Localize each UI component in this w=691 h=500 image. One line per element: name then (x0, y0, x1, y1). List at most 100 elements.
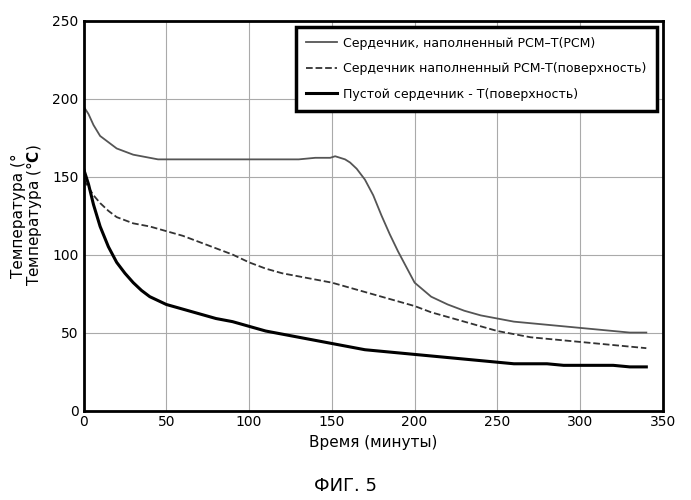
Пустой сердечник - Т(поверхность) (294, 334, 303, 340)
Сердечник, наполненный РСМ–Т(РСМ) (336, 155, 344, 161)
Сердечник, наполненный РСМ–Т(РСМ) (316, 155, 324, 161)
Пустой сердечник - Т(поверхность) (361, 346, 369, 352)
X-axis label: Время (минуты): Время (минуты) (309, 435, 437, 450)
Пустой сердечник - Т(поверхность) (377, 348, 386, 354)
Пустой сердечник - Т(поверхность) (328, 340, 336, 346)
Пустой сердечник - Т(поверхность) (527, 361, 535, 367)
Сердечник, наполненный РСМ–Т(РСМ) (229, 156, 237, 162)
Сердечник, наполненный РСМ–Т(РСМ) (129, 152, 138, 158)
Сердечник наполненный РСМ-Т(поверхность) (344, 284, 352, 290)
Сердечник, наполненный РСМ–Т(РСМ) (427, 294, 435, 300)
Сердечник, наполненный РСМ–Т(РСМ) (261, 156, 269, 162)
Сердечник наполненный РСМ-Т(поверхность) (560, 338, 568, 344)
Сердечник, наполненный РСМ–Т(РСМ) (410, 280, 419, 285)
Сердечник наполненный РСМ-Т(поверхность) (96, 200, 104, 206)
Сердечник, наполненный РСМ–Т(РСМ) (642, 330, 650, 336)
Пустой сердечник - Т(поверхность) (261, 328, 269, 334)
Сердечник, наполненный РСМ–Т(РСМ) (245, 156, 253, 162)
Пустой сердечник - Т(поверхность) (84, 182, 93, 188)
Сердечник, наполненный РСМ–Т(РСМ) (543, 322, 551, 328)
Legend: Сердечник, наполненный РСМ–Т(РСМ), Сердечник наполненный РСМ-Т(поверхность), Пус: Сердечник, наполненный РСМ–Т(РСМ), Серде… (296, 26, 656, 111)
Сердечник, наполненный РСМ–Т(РСМ) (121, 148, 129, 154)
Сердечник, наполненный РСМ–Т(РСМ) (341, 156, 349, 162)
Line: Сердечник, наполненный РСМ–Т(РСМ): Сердечник, наполненный РСМ–Т(РСМ) (84, 106, 646, 332)
Сердечник наполненный РСМ-Т(поверхность) (311, 276, 319, 282)
Сердечник наполненный РСМ-Т(поверхность) (162, 228, 171, 234)
Сердечник наполненный РСМ-Т(поверхность) (104, 208, 113, 214)
Пустой сердечник - Т(поверхность) (146, 294, 154, 300)
Сердечник наполненный РСМ-Т(поверхность) (477, 324, 485, 330)
Сердечник, наполненный РСМ–Т(РСМ) (386, 232, 394, 237)
Сердечник наполненный РСМ-Т(поверхность) (609, 342, 617, 348)
Сердечник наполненный РСМ-Т(поверхность) (121, 217, 129, 223)
Сердечник наполненный РСМ-Т(поверхность) (410, 303, 419, 309)
Сердечник, наполненный РСМ–Т(РСМ) (212, 156, 220, 162)
Сердечник наполненный РСМ-Т(поверхность) (642, 345, 650, 351)
Пустой сердечник - Т(поверхность) (493, 359, 502, 365)
Пустой сердечник - Т(поверхность) (477, 358, 485, 364)
Сердечник, наполненный РСМ–Т(РСМ) (89, 122, 97, 128)
Пустой сердечник - Т(поверхность) (460, 356, 468, 362)
Сердечник наполненный РСМ-Т(поверхность) (196, 239, 204, 245)
Сердечник наполненный РСМ-Т(поверхность) (129, 220, 138, 226)
Сердечник наполненный РСМ-Т(поверхность) (146, 224, 154, 230)
Пустой сердечник - Т(поверхность) (89, 202, 97, 207)
Сердечник наполненный РСМ-Т(поверхность) (229, 252, 237, 258)
Сердечник, наполненный РСМ–Т(РСМ) (510, 318, 518, 324)
Пустой сердечник - Т(поверхность) (129, 280, 138, 285)
Сердечник, наполненный РСМ–Т(РСМ) (154, 156, 162, 162)
Сердечник наполненный РСМ-Т(поверхность) (592, 340, 600, 346)
Пустой сердечник - Т(поверхность) (196, 311, 204, 317)
Пустой сердечник - Т(поверхность) (278, 331, 286, 337)
Пустой сердечник - Т(поверхность) (510, 361, 518, 367)
Сердечник, наполненный РСМ–Т(РСМ) (394, 248, 402, 254)
Сердечник, наполненный РСМ–Т(РСМ) (346, 160, 354, 166)
Сердечник, наполненный РСМ–Т(РСМ) (96, 133, 104, 139)
Пустой сердечник - Т(поверхность) (410, 352, 419, 358)
Сердечник наполненный РСМ-Т(поверхность) (261, 266, 269, 272)
Пустой сердечник - Т(поверхность) (576, 362, 585, 368)
Пустой сердечник - Т(поверхность) (79, 166, 88, 172)
Сердечник, наполненный РСМ–Т(РСМ) (326, 155, 334, 161)
Сердечник, наполненный РСМ–Т(РСМ) (609, 328, 617, 334)
Пустой сердечник - Т(поверхность) (245, 324, 253, 330)
Сердечник, наполненный РСМ–Т(РСМ) (493, 316, 502, 322)
Сердечник, наполненный РСМ–Т(РСМ) (294, 156, 303, 162)
Сердечник, наполненный РСМ–Т(РСМ) (196, 156, 204, 162)
Сердечник наполненный РСМ-Т(поверхность) (543, 336, 551, 342)
Line: Пустой сердечник - Т(поверхность): Пустой сердечник - Т(поверхность) (84, 168, 646, 367)
Сердечник, наполненный РСМ–Т(РСМ) (361, 176, 369, 182)
Сердечник наполненный РСМ-Т(поверхность) (212, 246, 220, 252)
Y-axis label: Температура (°$\mathbf{C}$): Температура (°$\mathbf{C}$) (24, 144, 44, 286)
Пустой сердечник - Т(поверхность) (212, 316, 220, 322)
Сердечник наполненный РСМ-Т(поверхность) (444, 314, 452, 320)
Сердечник, наполненный РСМ–Т(РСМ) (402, 264, 410, 270)
Сердечник наполненный РСМ-Т(поверхность) (138, 222, 146, 228)
Пустой сердечник - Т(поверхность) (311, 338, 319, 344)
Сердечник, наполненный РСМ–Т(РСМ) (460, 308, 468, 314)
Сердечник, наполненный РСМ–Т(РСМ) (138, 153, 146, 159)
Сердечник наполненный РСМ-Т(поверхность) (460, 318, 468, 324)
Сердечник, наполненный РСМ–Т(РСМ) (162, 156, 171, 162)
Сердечник, наполненный РСМ–Т(РСМ) (369, 192, 377, 198)
Сердечник, наполненный РСМ–Т(РСМ) (477, 312, 485, 318)
Пустой сердечник - Т(поверхность) (560, 362, 568, 368)
Пустой сердечник - Т(поверхность) (179, 306, 187, 312)
Сердечник наполненный РСМ-Т(поверхность) (361, 289, 369, 295)
Пустой сердечник - Т(поверхность) (113, 260, 121, 266)
Сердечник наполненный РСМ-Т(поверхность) (394, 298, 402, 304)
Сердечник, наполненный РСМ–Т(РСМ) (592, 326, 600, 332)
Пустой сердечник - Т(поверхность) (344, 344, 352, 349)
Line: Сердечник наполненный РСМ-Т(поверхность): Сердечник наполненный РСМ-Т(поверхность) (84, 180, 646, 348)
Сердечник наполненный РСМ-Т(поверхность) (84, 184, 93, 190)
Сердечник наполненный РСМ-Т(поверхность) (527, 334, 535, 340)
Пустой сердечник - Т(поверхность) (427, 353, 435, 359)
Сердечник, наполненный РСМ–Т(РСМ) (104, 139, 113, 145)
Пустой сердечник - Т(поверхность) (121, 270, 129, 276)
Сердечник, наполненный РСМ–Т(РСМ) (352, 166, 361, 172)
Сердечник, наполненный РСМ–Т(РСМ) (113, 146, 121, 152)
Сердечник, наполненный РСМ–Т(РСМ) (377, 212, 386, 218)
Сердечник наполненный РСМ-Т(поверхность) (113, 214, 121, 220)
Сердечник наполненный РСМ-Т(поверхность) (79, 176, 88, 182)
Пустой сердечник - Т(поверхность) (104, 244, 113, 250)
